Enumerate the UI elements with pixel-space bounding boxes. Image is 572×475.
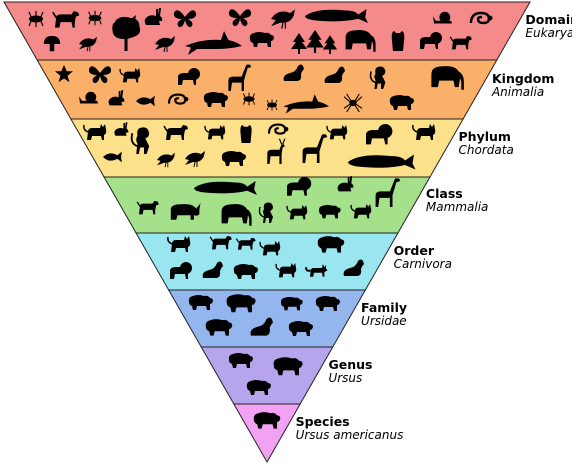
taxon-name: Animalia — [491, 84, 545, 99]
level-label-kingdom: Kingdom Animalia — [491, 70, 555, 100]
rank-name: Species — [295, 414, 350, 429]
taxon-name: Carnivora — [393, 256, 452, 271]
taxon-name: Chordata — [458, 143, 514, 158]
band-phylum — [70, 118, 464, 178]
rank-name: Family — [361, 299, 408, 315]
rank-name: Domain — [525, 12, 572, 27]
level-label-phylum: Phylum Chordata — [458, 129, 514, 158]
level-label-order: Order Carnivora — [393, 242, 452, 272]
taxon-name: Ursus americanus — [295, 428, 404, 443]
level-label-genus: Genus Ursus — [328, 356, 373, 386]
band-domain — [3, 1, 531, 61]
rank-name: Class — [425, 186, 463, 201]
taxon-name: Mammalia — [425, 200, 489, 215]
band-genus — [200, 346, 334, 405]
rank-name: Order — [393, 242, 435, 258]
taxon-name: Ursus — [328, 370, 363, 385]
level-label-domain: DomainEukarya — [525, 12, 572, 41]
band-species — [232, 403, 302, 464]
rank-name: Genus — [328, 356, 373, 372]
snake-silhouette-icon — [240, 125, 252, 143]
level-label-class: Class Mammalia — [425, 186, 489, 215]
rabbit-silhouette-icon — [391, 31, 405, 51]
taxon-name: Eukarya — [525, 26, 572, 41]
taxon-name: Ursidae — [361, 313, 407, 328]
rank-name: Kingdom — [491, 70, 555, 86]
rank-name: Phylum — [458, 129, 511, 144]
level-label-family: Family Ursidae — [361, 299, 408, 329]
level-label-species: Species Ursus americanus — [295, 414, 404, 443]
